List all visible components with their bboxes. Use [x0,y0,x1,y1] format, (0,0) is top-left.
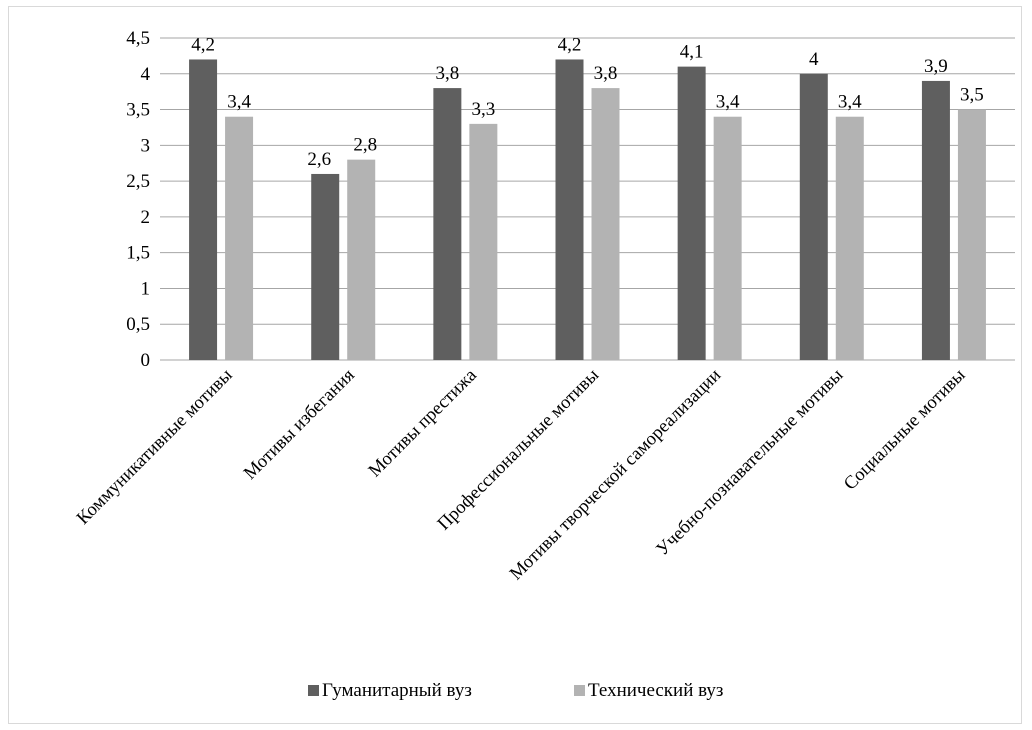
data-label: 3,3 [471,99,495,120]
bars [189,59,986,361]
bar-humanitarian [189,59,218,360]
data-label: 3,4 [227,92,251,113]
bar-technical [957,109,986,360]
bar-humanitarian [311,173,340,360]
legend-label: Технический вуз [588,680,723,701]
chart-frame: 0 0,5 1 1,5 2 2,5 3 3,5 4 4,5 4,2 3,4 2,6 2,8 3,8 3,3 4… [8,6,1022,724]
y-tick-label: 3 [141,135,151,156]
bar-humanitarian [677,66,706,360]
bar-humanitarian [433,88,462,360]
bar-humanitarian [921,80,950,360]
data-label: 3,8 [594,63,618,84]
category-label: Мотивы творческой самореализации [506,365,725,584]
bar-technical [713,116,742,360]
x-axis-categories: Коммуникативные мотивы Мотивы избегания Мо… [73,365,969,584]
data-label: 3,4 [838,92,862,113]
y-tick-label: 4,5 [126,28,150,49]
y-tick-label: 2,5 [126,171,150,192]
category-label: Мотивы престижа [365,365,481,481]
data-label: 2,8 [353,135,377,156]
data-label: 3,5 [960,85,984,106]
legend-swatch [574,685,585,696]
data-labels: 4,2 3,4 2,6 2,8 3,8 3,3 4,2 3,8 4,1 3,4 4 3,4 3,9 3,5 [191,34,984,169]
data-label: 2,6 [307,149,331,170]
data-label: 4,2 [191,34,215,55]
bar-humanitarian [799,73,828,361]
y-tick-label: 2 [141,207,151,228]
category-label: Коммуникативные мотивы [73,365,236,528]
y-tick-label: 0 [141,350,151,371]
y-axis-ticks: 0 0,5 1 1,5 2 2,5 3 3,5 4 4,5 [126,28,150,371]
data-label: 3,8 [435,63,459,84]
data-label: 3,4 [716,92,740,113]
y-tick-label: 1 [141,278,151,299]
bar-humanitarian [555,59,584,360]
y-tick-label: 3,5 [126,100,150,121]
legend-swatch [308,685,319,696]
data-label: 3,9 [924,56,948,77]
y-tick-label: 4 [141,64,151,85]
bar-chart: 00,511,522,533,544,5 4,23,42,62,83,83,34… [73,28,1015,701]
legend: Гуманитарный вуз Технический вуз [308,680,723,701]
y-tick-label: 1,5 [126,243,150,264]
bar-technical [591,88,620,360]
legend-label: Гуманитарный вуз [322,680,472,701]
bar-technical [835,116,864,360]
bar-technical [225,116,254,360]
data-label: 4,2 [558,34,582,55]
bar-technical [469,123,498,360]
gridlines [160,37,1015,361]
data-label: 4 [809,49,819,70]
y-tick-label: 0,5 [126,314,150,335]
category-label: Социальные мотивы [840,365,969,494]
category-label: Мотивы избегания [240,365,359,484]
bar-technical [347,159,376,360]
data-label: 4,1 [680,42,704,63]
